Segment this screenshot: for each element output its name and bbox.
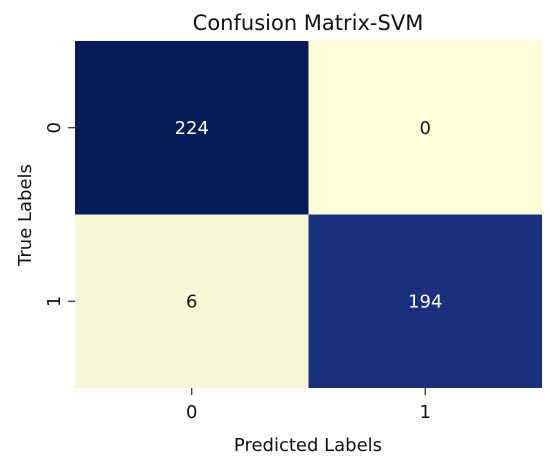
heatmap-cell-value: 224 [175, 118, 209, 139]
chart-title: Confusion Matrix-SVM [193, 11, 424, 35]
y-axis-label: True Labels [15, 164, 36, 267]
heatmap-cell-value: 0 [420, 118, 431, 139]
heatmap-cell [308, 214, 542, 388]
heatmap-cell-value: 6 [186, 291, 197, 312]
heatmap-cell [75, 214, 309, 388]
x-tick-label: 0 [186, 402, 197, 423]
x-tick-label: 1 [420, 402, 431, 423]
y-tick-label: 1 [44, 296, 65, 307]
heatmap-cell [75, 41, 309, 215]
heatmap-axis-ticks: 0 1 0 1 [44, 122, 431, 423]
heatmap-cell-values: 224 0 6 194 [175, 118, 443, 313]
heatmap-cells [75, 41, 542, 388]
heatmap-cell [308, 41, 542, 215]
y-tick-label: 0 [44, 122, 65, 133]
x-axis-label: Predicted Labels [234, 435, 382, 456]
heatmap-cell-value: 194 [408, 291, 442, 312]
